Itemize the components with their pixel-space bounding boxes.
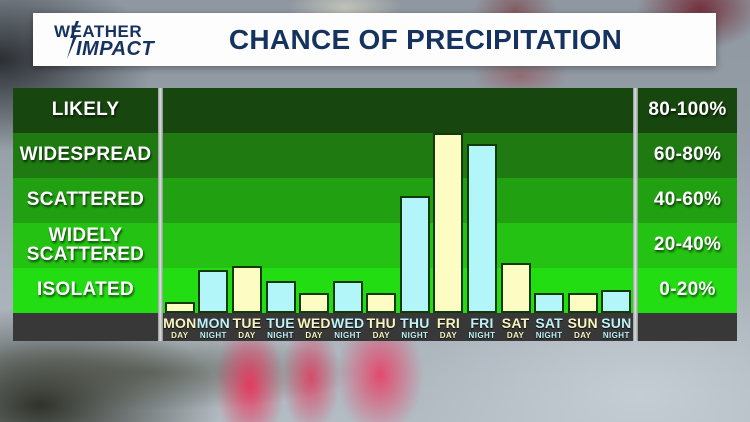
axis-day-text: TUE: [232, 315, 262, 331]
band-row-0: [13, 88, 737, 133]
axis-label-tue-day: TUE DAY: [230, 313, 264, 341]
bar-sun-night: [601, 290, 632, 313]
bar-slot: [499, 263, 533, 313]
percent-range-label: 20-40%: [653, 234, 722, 256]
axis-label-fri-night: FRI NIGHT: [465, 313, 499, 341]
axis-label-wed-night: WED NIGHT: [331, 313, 365, 341]
x-axis-labels: MON DAY MON NIGHT TUE DAY TUE NIGHT WED DAY WED NIG…: [163, 313, 633, 341]
axis-period-text: DAY: [506, 331, 525, 340]
axis-label-wed-day: WED DAY: [297, 313, 331, 341]
axis-label-thu-night: THU NIGHT: [398, 313, 432, 341]
bar-sun-day: [567, 293, 598, 313]
bar-mon-night: [198, 270, 229, 313]
axis-period-text: DAY: [171, 331, 189, 340]
bar-slot: [163, 302, 197, 313]
axis-period-text: NIGHT: [334, 331, 362, 340]
percent-range-label: 80-100%: [648, 99, 727, 121]
bar-slot: [364, 293, 398, 313]
axis-period-text: NIGHT: [535, 331, 563, 340]
bar-slot: [264, 281, 298, 313]
bar-slot: [532, 293, 566, 313]
bar-tue-day: [231, 266, 262, 313]
band-label: ISOLATED: [36, 279, 135, 301]
bar-fri-day: [433, 133, 464, 313]
band-row-3: [13, 223, 737, 268]
left-divider: [158, 88, 163, 341]
axis-period-text: DAY: [372, 331, 390, 340]
axis-day-text: MON: [196, 315, 230, 331]
bar-slot: [465, 144, 499, 313]
precipitation-chart: LIKELY WIDESPREAD SCATTERED WIDELY SCATTERE…: [13, 88, 737, 341]
axis-label-fri-day: FRI DAY: [432, 313, 466, 341]
axis-period-text: DAY: [574, 331, 592, 340]
bar-slot: [600, 290, 634, 313]
x-axis-strip: MON DAY MON NIGHT TUE DAY TUE NIGHT WED DAY WED NIG…: [13, 313, 737, 341]
bar-wed-day: [299, 293, 330, 313]
axis-day-text: THU: [400, 315, 430, 331]
percent-labels-panel: 80-100% 60-80% 40-60% 20-40% 0-20%: [638, 88, 737, 313]
bar-sat-night: [534, 293, 565, 313]
axis-day-text: FRI: [436, 315, 460, 331]
logo-impact-text: IMPACT: [76, 38, 155, 60]
axis-period-text: NIGHT: [602, 331, 630, 340]
band-labels-panel: LIKELY WIDESPREAD SCATTERED WIDELY SCATTERE…: [13, 88, 158, 313]
weather-impact-logo: WEATHER IMPACT: [33, 13, 181, 66]
band-label: SCATTERED: [26, 189, 145, 211]
axis-day-text: SUN: [601, 315, 632, 331]
axis-label-mon-night: MON NIGHT: [197, 313, 231, 341]
axis-period-text: NIGHT: [468, 331, 496, 340]
percent-range-label: 40-60%: [653, 189, 722, 211]
percent-range-label: 60-80%: [653, 144, 722, 166]
bar-slot: [230, 266, 264, 313]
axis-day-text: WED: [297, 315, 331, 331]
band-label: WIDESPREAD: [19, 144, 152, 166]
header-banner: WEATHER IMPACT CHANCE OF PRECIPITATION: [33, 13, 716, 66]
axis-period-text: DAY: [439, 331, 458, 340]
axis-day-text: FRI: [470, 315, 494, 331]
axis-label-mon-day: MON DAY: [163, 313, 197, 341]
axis-label-sun-day: SUN DAY: [566, 313, 600, 341]
percent-range-label: 0-20%: [659, 279, 716, 301]
axis-day-text: MON: [163, 315, 197, 331]
bands-layer: [13, 88, 737, 313]
bar-thu-day: [366, 293, 397, 313]
bar-fri-night: [466, 144, 497, 313]
axis-day-text: SAT: [501, 315, 530, 331]
lightning-bolt-icon: [67, 21, 79, 64]
axis-period-text: DAY: [238, 331, 256, 340]
axis-label-sat-day: SAT DAY: [499, 313, 533, 341]
axis-day-text: SUN: [567, 315, 598, 331]
bar-slot: [398, 196, 432, 313]
axis-day-text: SAT: [535, 315, 563, 331]
page-title: CHANCE OF PRECIPITATION: [228, 23, 623, 55]
band-label: LIKELY: [51, 99, 120, 121]
axis-day-text: TUE: [266, 315, 295, 331]
bar-slot: [566, 293, 600, 313]
bar-wed-night: [332, 281, 363, 313]
band-row-1: [13, 133, 737, 178]
axis-label-sat-night: SAT NIGHT: [532, 313, 566, 341]
axis-label-thu-day: THU DAY: [364, 313, 398, 341]
bar-thu-night: [399, 196, 430, 313]
axis-period-text: DAY: [305, 331, 323, 340]
bar-slot: [432, 133, 466, 313]
bar-sat-day: [500, 263, 531, 313]
axis-label-tue-night: TUE NIGHT: [264, 313, 298, 341]
bar-tue-night: [265, 281, 296, 313]
bar-slot: [331, 281, 365, 313]
axis-period-text: NIGHT: [267, 331, 294, 340]
bars-area: [163, 88, 633, 313]
bar-slot: [297, 293, 331, 313]
axis-label-sun-night: SUN NIGHT: [600, 313, 634, 341]
band-row-2: [13, 178, 737, 223]
axis-period-text: NIGHT: [401, 331, 429, 340]
axis-period-text: NIGHT: [199, 331, 227, 340]
axis-day-text: THU: [366, 315, 396, 331]
bar-slot: [197, 270, 231, 313]
axis-day-text: WED: [331, 315, 365, 331]
band-label: WIDELY SCATTERED: [26, 224, 145, 265]
right-divider: [633, 88, 638, 341]
bar-mon-day: [164, 302, 195, 313]
